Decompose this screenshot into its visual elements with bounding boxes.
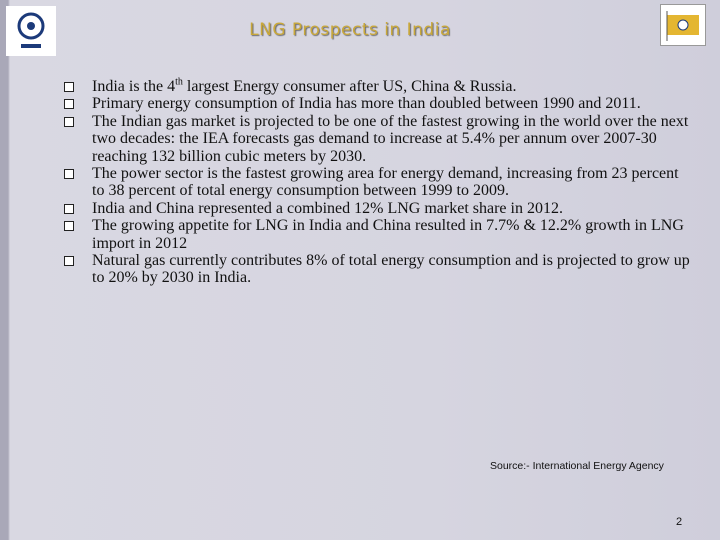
page-number: 2 [676,516,683,528]
bullet-text: India and China represented a combined 1… [92,199,563,217]
logo-icon [17,12,45,48]
bullet-box [64,203,74,214]
bullet-item: The power sector is the fastest growing … [64,165,690,200]
logo [6,6,56,56]
bullet-box [64,82,74,92]
bullet-item: India and China represented a combined 1… [64,199,690,217]
bullet-item: Natural gas currently contributes 8% of … [64,252,690,287]
bullet-box [64,221,74,232]
flag-icon [666,11,699,41]
bullet-box [64,256,74,267]
bullet-box [64,99,74,110]
superscript: th [175,76,183,88]
bullet-text: largest Energy consumer after US, China … [182,78,517,95]
flag-logo [660,4,706,46]
bullet-text: The growing appetite for LNG in India an… [92,217,684,252]
source-note: Source:- International Energy Agency [490,460,664,472]
slide-title: LNG Prospects in India [249,20,451,40]
bullet-item: The Indian gas market is projected to be… [64,112,690,165]
bullet-list: India is the 4th largest Energy consumer… [64,76,690,287]
bullet-text: The Indian gas market is projected to be… [92,112,689,165]
bullet-text: India is the 4 [92,78,176,95]
bullet-text: Natural gas currently contributes 8% of … [92,252,690,287]
bullet-item: The growing appetite for LNG in India an… [64,217,690,252]
bullet-item: India is the 4th largest Energy consumer… [64,76,690,95]
bullet-item: Primary energy consumption of India has … [64,95,690,113]
bullet-text: Primary energy consumption of India has … [92,95,641,113]
bullet-box [64,116,74,127]
bullet-box [64,169,74,180]
bullet-text: The power sector is the fastest growing … [92,165,679,200]
